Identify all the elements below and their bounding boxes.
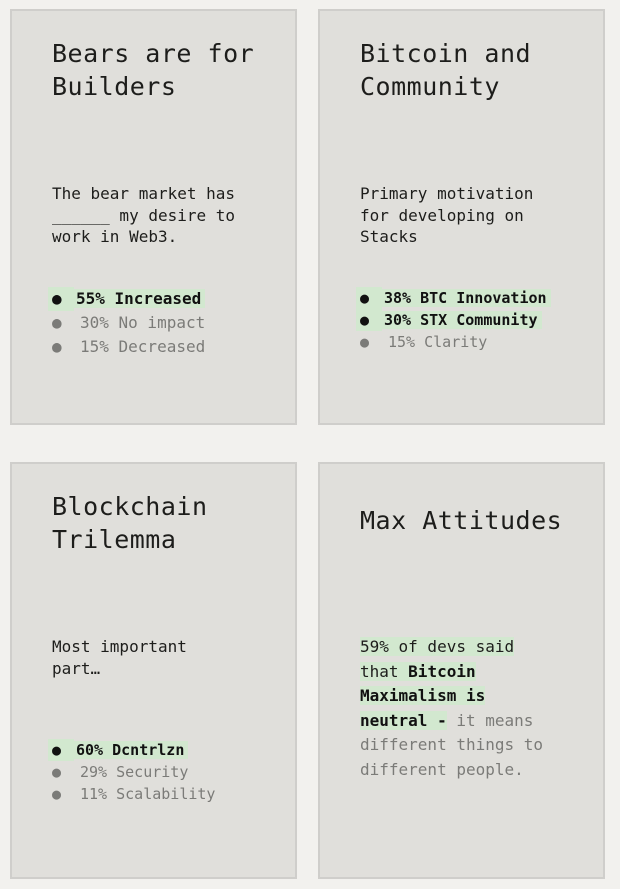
card-bitcoin-and-community: Bitcoin and Community Primary motivation… (318, 9, 605, 425)
card-question: Most important part… (52, 637, 187, 678)
result-item: ● 38% BTC Innovation (356, 287, 595, 309)
result-item: ● 11% Scalability (52, 785, 216, 803)
result-item: ● 55% Increased (48, 287, 287, 311)
result-item: ● 30% STX Community (356, 309, 595, 331)
card-title: Bears are for Builders (52, 39, 255, 101)
card-question: Primary motivation for developing on Sta… (360, 184, 534, 246)
result-item: ● 30% No impact (52, 313, 206, 332)
result-item: ● 15% Clarity (360, 333, 488, 351)
result-item: ● 15% Decreased (52, 337, 206, 356)
card-blockchain-trilemma: Blockchain Trilemma Most important part…… (10, 462, 297, 879)
card-title: Blockchain Trilemma (52, 492, 208, 554)
result-list: ● 60% Dcntrlzn ● 29% Security ● 11% Scalabi… (48, 739, 287, 805)
statement-bold: Bitcoin Maximalism is neutral - (360, 661, 486, 730)
statement-rest: it means different things to different p… (360, 710, 544, 779)
card-title: Bitcoin and Community (360, 39, 532, 101)
result-list: ● 38% BTC Innovation ● 30% STX Community ●… (356, 287, 595, 353)
result-item: ● 29% Security (52, 763, 189, 781)
card-title: Max Attitudes (360, 506, 563, 535)
result-item: ● 60% Dcntrlzn (48, 739, 287, 761)
card-max-attitudes: Max Attitudes 59% of devs said that Bitc… (318, 462, 605, 879)
card-bears-are-for-builders: Bears are for Builders The bear market h… (10, 9, 297, 425)
card-statement: 59% of devs said that Bitcoin Maximalism… (360, 635, 560, 782)
result-list: ● 55% Increased ● 30% No impact ● 15% Decre… (48, 287, 287, 359)
card-question: The bear market has ______ my desire to … (52, 184, 236, 246)
